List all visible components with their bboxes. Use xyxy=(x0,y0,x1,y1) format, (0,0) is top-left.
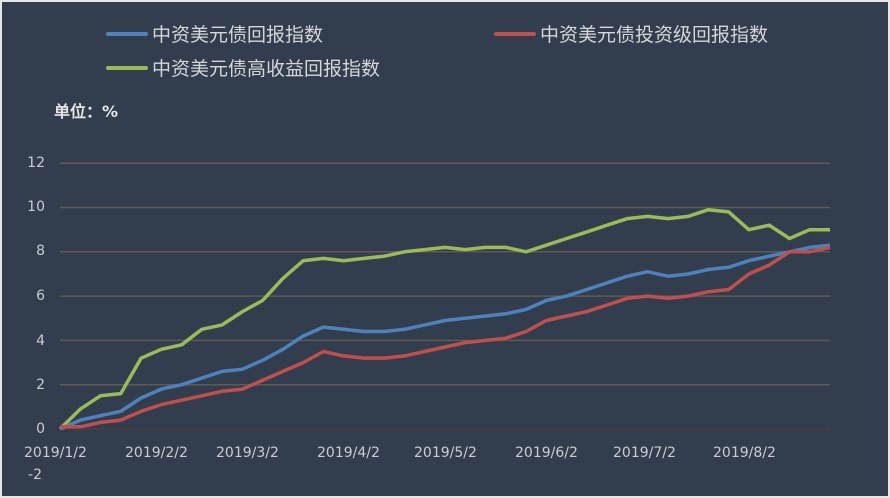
y-tick-label: 6 xyxy=(36,288,45,304)
series-line xyxy=(58,207,830,431)
gridlines xyxy=(60,162,830,430)
series-lines xyxy=(58,207,831,431)
series-line xyxy=(59,243,831,431)
legend-swatch-green-icon xyxy=(106,65,148,70)
y-tick-label: 4 xyxy=(36,333,45,349)
series-line xyxy=(60,245,831,429)
x-tick-label: 2019/2/2 xyxy=(125,445,188,461)
x-tick-label: 2019/8/2 xyxy=(713,445,776,461)
unit-label: 单位：% xyxy=(54,102,119,121)
x-tick-label: 2019/1/2 xyxy=(24,445,87,461)
legend-item-total-return: 中资美元债回报指数 xyxy=(106,20,323,47)
y-tick-label: 0 xyxy=(36,421,45,437)
legend-item-high-yield: 中资美元债高收益回报指数 xyxy=(106,54,380,81)
y-tick-label: 12 xyxy=(27,155,45,171)
x-tick-label: 2019/5/2 xyxy=(414,445,477,461)
legend-label: 中资美元债投资级回报指数 xyxy=(540,24,769,46)
x-tick-label: 2019/7/2 xyxy=(613,445,676,461)
legend-item-investment-grade: 中资美元债投资级回报指数 xyxy=(494,20,768,47)
legend-swatch-red-icon xyxy=(494,31,536,36)
y-tick-label: 2 xyxy=(36,377,45,393)
legend-label: 中资美元债高收益回报指数 xyxy=(152,58,381,80)
y-tick-label: -2 xyxy=(28,467,42,483)
x-tick-label: 2019/3/2 xyxy=(216,445,279,461)
x-tick-label: 2019/6/2 xyxy=(515,445,578,461)
legend-swatch-blue-icon xyxy=(106,31,148,36)
x-tick-label: 2019/4/2 xyxy=(317,445,380,461)
legend-label: 中资美元债回报指数 xyxy=(152,24,324,46)
y-tick-label: 10 xyxy=(27,199,45,215)
y-tick-label: 8 xyxy=(36,243,45,259)
